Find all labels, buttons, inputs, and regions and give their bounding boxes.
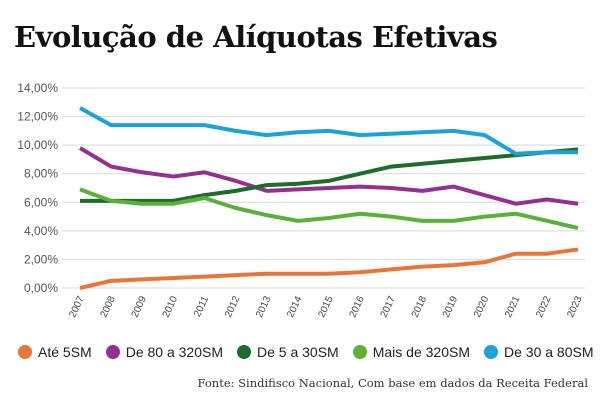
x-tick-label: 2022 bbox=[534, 294, 554, 319]
x-tick-label: 2011 bbox=[192, 294, 211, 319]
source-note: Fonte: Sindifisco Nacional, Com base em … bbox=[197, 376, 588, 390]
y-tick-label: 8,00% bbox=[24, 167, 58, 181]
legend-item: De 30 a 80SM bbox=[484, 344, 594, 360]
y-tick-label: 14,00% bbox=[17, 81, 58, 95]
chart-title: Evolução de Alíquotas Efetivas bbox=[14, 20, 498, 54]
x-tick-label: 2014 bbox=[285, 294, 305, 319]
legend-item: Mais de 320SM bbox=[352, 344, 470, 360]
x-tick-label: 2012 bbox=[223, 294, 243, 319]
y-tick-label: 0,00% bbox=[24, 281, 58, 295]
x-tick-label: 2020 bbox=[472, 294, 492, 319]
line-chart: 0,00% 2,00% 4,00% 6,00% 8,00% 10,00% 12,00% 14,… bbox=[17, 81, 585, 319]
y-tick-label: 6,00% bbox=[24, 195, 58, 209]
x-tick-label: 2009 bbox=[130, 294, 150, 319]
x-tick-label: 2023 bbox=[565, 294, 585, 319]
legend-swatch bbox=[105, 345, 120, 359]
y-tick-label: 4,00% bbox=[24, 224, 58, 238]
x-tick-label: 2010 bbox=[161, 294, 181, 319]
legend-item: Até 5SM bbox=[18, 344, 92, 360]
legend-label: Mais de 320SM bbox=[372, 344, 470, 360]
legend-label: De 80 a 320SM bbox=[125, 344, 223, 360]
series-line-3 bbox=[79, 187, 579, 230]
y-tick-label: 10,00% bbox=[17, 138, 58, 152]
x-tick-label: 2013 bbox=[254, 294, 274, 319]
series-line-0 bbox=[79, 247, 579, 290]
legend-label: De 5 a 30SM bbox=[257, 344, 339, 360]
legend-item: De 80 a 320SM bbox=[105, 344, 223, 360]
x-tick-label: 2008 bbox=[98, 294, 118, 319]
x-tick-label: 2017 bbox=[379, 294, 399, 319]
legend-swatch bbox=[237, 345, 251, 359]
legend-swatch bbox=[484, 345, 498, 359]
legend: Até 5SM De 80 a 320SM De 5 a 30SM Mais de 3… bbox=[18, 344, 594, 360]
legend-swatch bbox=[18, 345, 32, 359]
x-tick-label: 2021 bbox=[503, 294, 523, 319]
x-tick-label: 2015 bbox=[316, 294, 336, 319]
y-tick-label: 12,00% bbox=[17, 110, 58, 124]
x-tick-label: 2019 bbox=[441, 294, 461, 319]
legend-item: De 5 a 30SM bbox=[237, 344, 339, 360]
x-tick-label: 2007 bbox=[67, 294, 87, 319]
legend-label: Até 5SM bbox=[38, 344, 92, 360]
x-tick-label: 2018 bbox=[410, 294, 430, 319]
x-tick-label: 2016 bbox=[347, 294, 367, 319]
legend-label: De 30 a 80SM bbox=[504, 344, 594, 360]
y-tick-label: 2,00% bbox=[24, 252, 58, 266]
legend-swatch bbox=[352, 345, 367, 359]
